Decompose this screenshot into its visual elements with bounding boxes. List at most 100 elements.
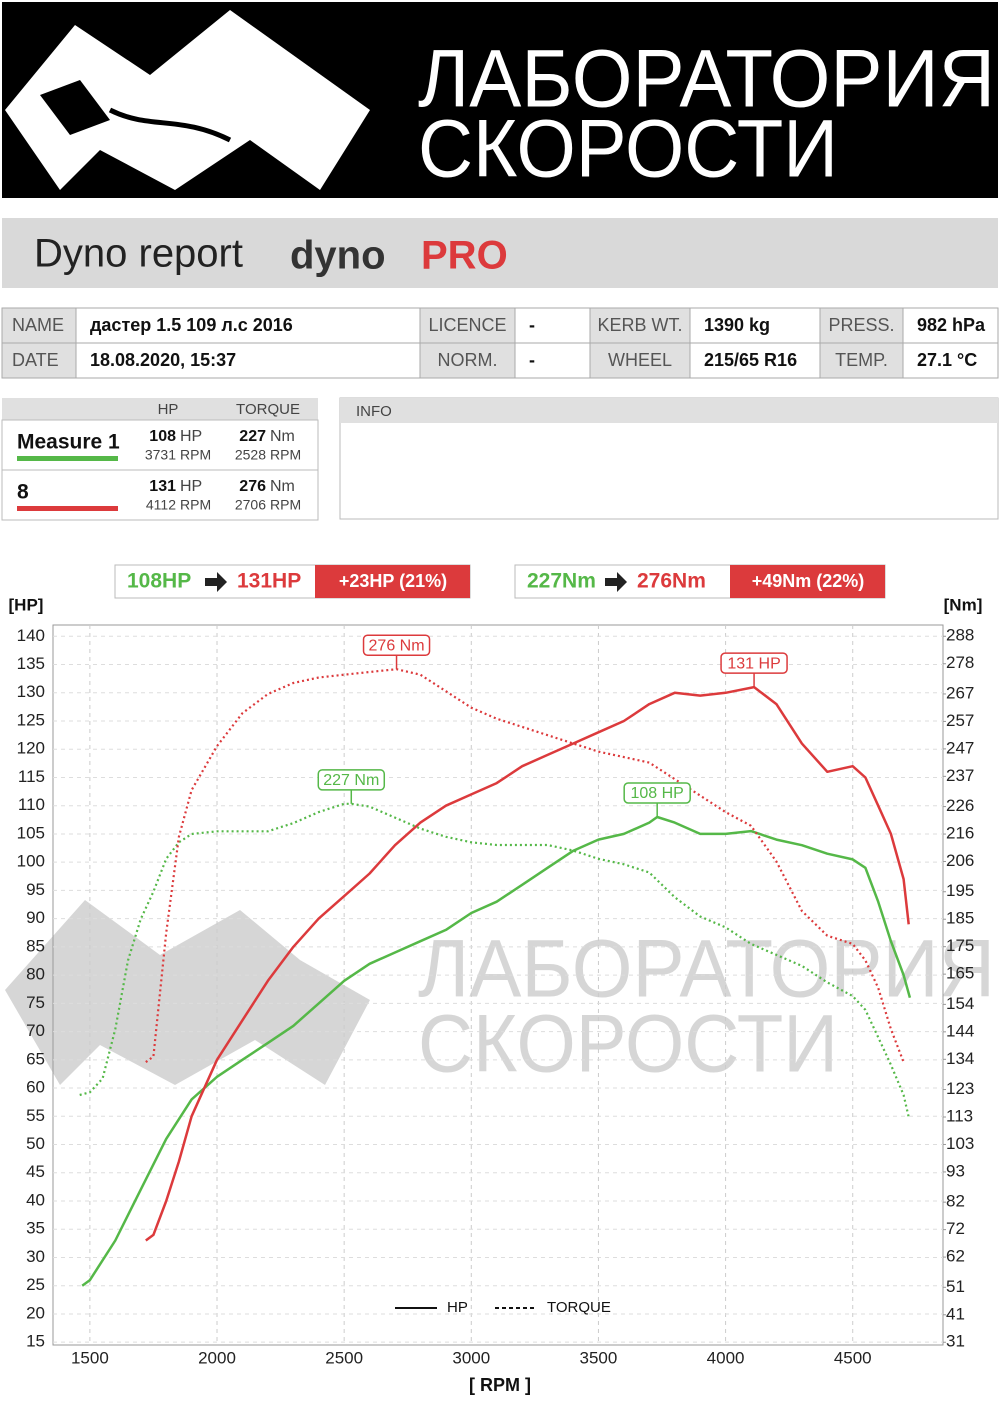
x-tick-label: 4500 (834, 1348, 872, 1367)
value-cell (75, 342, 421, 379)
rpm-unit: RPM (180, 497, 211, 513)
banner-title-1: ЛАБОРАТОРИЯ (418, 34, 995, 125)
compare-before: 227Nm (527, 570, 596, 593)
annotation: 131 HP (727, 655, 780, 672)
y-tick-label: 70 (26, 1021, 45, 1040)
comparison: 108HP 131HP +23HP (21%) 227Nm 276Nm +49Nm (22… (114, 564, 886, 599)
y2-tick-label: 154 (946, 994, 974, 1013)
field-value: - (529, 350, 535, 370)
y-tick-label: 65 (26, 1049, 45, 1068)
value-cell (514, 342, 591, 379)
y-tick-label: 125 (17, 710, 45, 729)
peak-value: 276 (239, 478, 266, 495)
measure-name: 8 (17, 481, 29, 504)
value-cell (689, 342, 821, 379)
y2-tick-label: 51 (946, 1277, 965, 1296)
x-tick-label: 2000 (198, 1348, 236, 1367)
y-tick-label: 35 (26, 1219, 45, 1238)
measure-row (1, 469, 319, 521)
y2-tick-label: 72 (946, 1219, 965, 1238)
peak-rpm: 2706 (235, 497, 266, 513)
brand-dyno: dyno (290, 234, 386, 278)
y-axis-title: [HP] (9, 595, 44, 614)
label-cell (589, 307, 691, 344)
field-value: дастер 1.5 109 л.с 2016 (90, 315, 293, 335)
field-label: TEMP. (835, 350, 888, 370)
field-value: 1390 kg (704, 315, 770, 335)
y2-tick-label: 41 (946, 1304, 965, 1323)
field-value: 27.1 °C (917, 350, 977, 370)
plot-area (52, 624, 944, 1346)
field-label: DATE (12, 350, 59, 370)
rpm-unit: RPM (270, 447, 301, 463)
value-cell (902, 342, 999, 379)
y-tick-label: 25 (26, 1275, 45, 1294)
y-tick-label: 140 (17, 626, 45, 645)
label-cell (1, 307, 77, 344)
y2-tick-label: 165 (946, 964, 974, 983)
y-tick-label: 110 (18, 795, 45, 814)
compare-after: 276Nm (637, 570, 706, 593)
y2-tick-label: 195 (946, 881, 974, 900)
measure-name: Measure 1 (17, 431, 120, 454)
field-label: LICENCE (428, 315, 506, 335)
y-tick-label: 135 (17, 654, 45, 673)
compare-delta: +49Nm (22%) (752, 571, 865, 591)
y2-tick-label: 206 (946, 851, 974, 870)
hp-line (145, 685, 910, 1242)
peak-rpm: 4112 (146, 497, 176, 513)
rpm-unit: RPM (270, 497, 301, 513)
x-tick-label: 3000 (452, 1348, 490, 1367)
y2-tick-label: 113 (946, 1106, 973, 1125)
y2-tick-label: 288 (946, 626, 974, 645)
peak-unit: HP (180, 428, 202, 445)
y-tick-label: 120 (17, 739, 45, 758)
y-tick-label: 30 (26, 1247, 45, 1266)
y-tick-label: 45 (26, 1162, 45, 1181)
annotation-box (317, 769, 386, 791)
legend-label: HP (447, 1299, 468, 1316)
y-tick-label: 80 (26, 965, 45, 984)
field-value: 982 hPa (917, 315, 986, 335)
title-bar (2, 218, 998, 288)
y2-tick-label: 103 (946, 1134, 974, 1153)
peak-value: 131 (149, 478, 176, 495)
info-table: NAME дастер 1.5 109 л.с 2016 LICENCE - KERB … (1, 307, 999, 379)
watermark-title-1: ЛАБОРАТОРИЯ (418, 924, 995, 1015)
x-tick-label: 3500 (580, 1348, 618, 1367)
compare-after: 131HP (237, 570, 301, 593)
y-tick-label: 130 (17, 682, 45, 701)
rpm-unit: RPM (180, 447, 211, 463)
col-header: HP (158, 401, 179, 418)
value-cell (902, 307, 999, 344)
y-tick-label: 55 (26, 1106, 45, 1125)
peak-unit: Nm (270, 428, 295, 445)
y-tick-label: 40 (26, 1190, 45, 1209)
y2-axis-title: [Nm] (944, 595, 983, 614)
x-tick-label: 1500 (71, 1348, 109, 1367)
field-label: KERB WT. (597, 315, 682, 335)
field-value: - (529, 315, 535, 335)
y-tick-label: 50 (26, 1134, 45, 1153)
peak-value: 108 (149, 428, 176, 445)
annotation-box (362, 634, 431, 656)
hp-line (81, 815, 912, 1287)
arrow (205, 572, 227, 592)
measure-color (17, 456, 118, 461)
y2-tick-label: 257 (946, 711, 974, 730)
y-tick-label: 100 (17, 852, 45, 871)
compare-before: 108HP (127, 570, 191, 593)
y-tick-label: 15 (26, 1332, 45, 1351)
y2-tick-label: 93 (946, 1161, 965, 1180)
y-tick-label: 85 (26, 936, 45, 955)
y2-tick-label: 123 (946, 1079, 974, 1098)
annotation: 276 Nm (369, 637, 425, 654)
measure-row (1, 419, 319, 471)
y2-tick-label: 185 (946, 909, 974, 928)
y2-tick-label: 175 (946, 936, 974, 955)
y2-tick-label: 62 (946, 1247, 965, 1266)
peak-rpm: 2528 (235, 447, 266, 463)
y2-tick-label: 247 (946, 738, 974, 757)
x-tick-label: 2500 (325, 1348, 363, 1367)
